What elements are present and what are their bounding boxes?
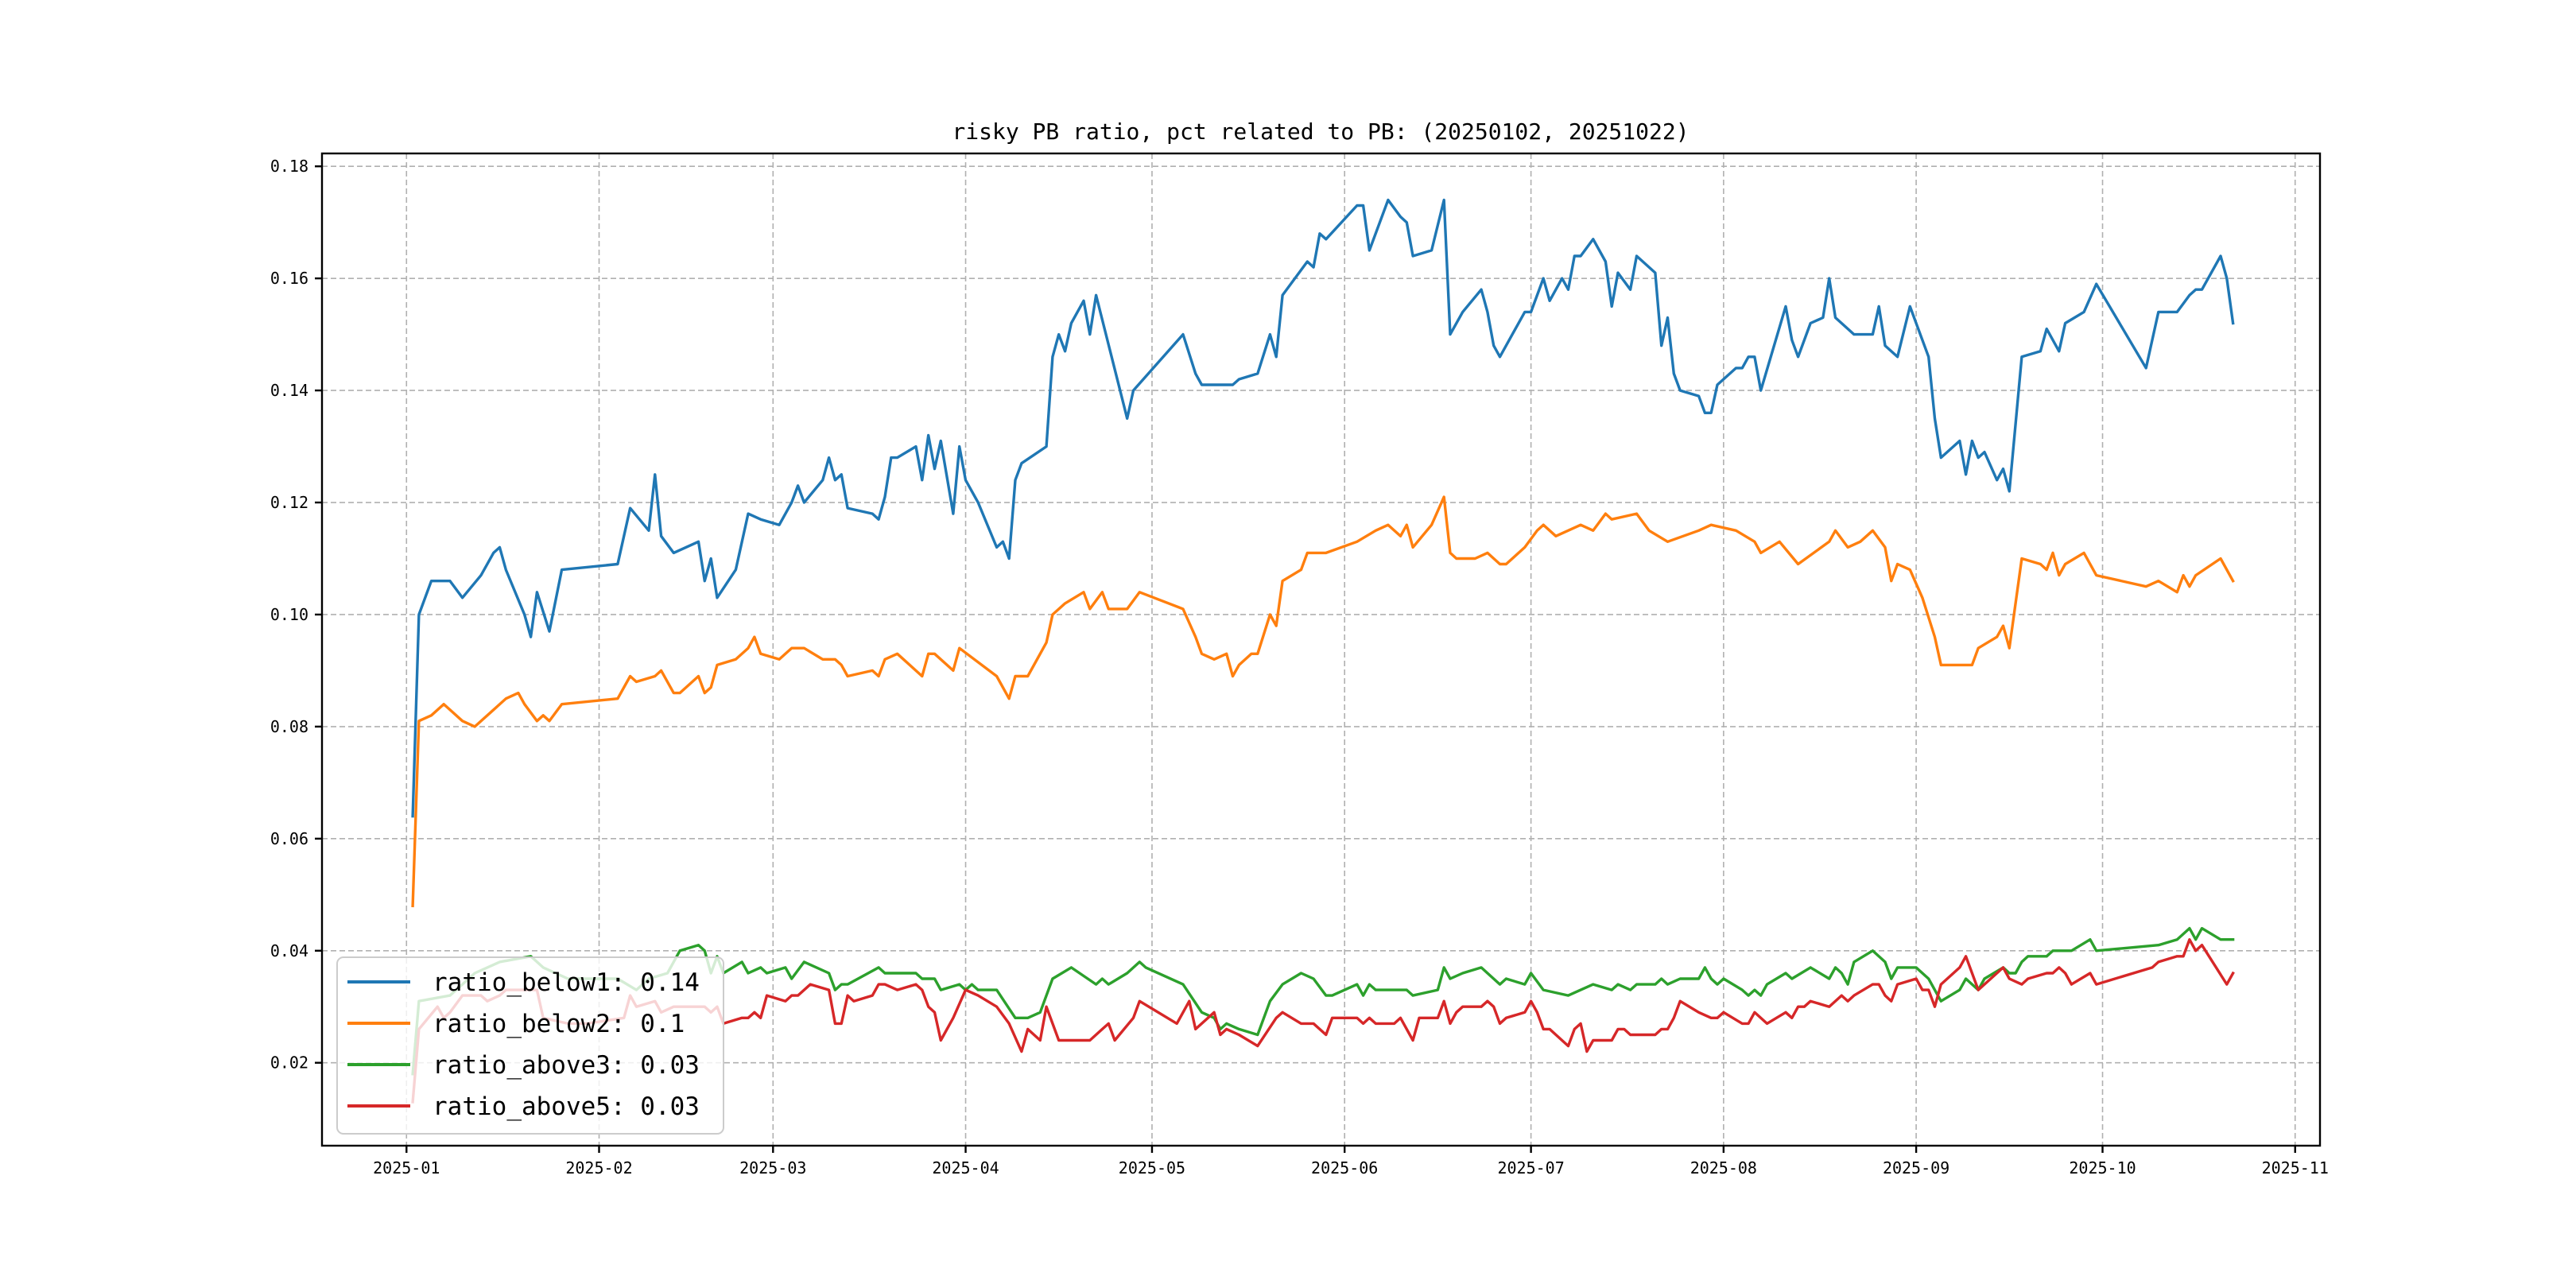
axis-ticks: 0.02 0.04 0.06 0.08 0.10 0.12 0.14 0.16 0.18 2025… [270,157,2329,1177]
legend-box [336,956,724,1135]
x-tick-label: 2025-07 [1497,1158,1564,1177]
grid-lines [322,153,2320,1146]
x-tick-label: 2025-03 [739,1158,806,1177]
axes-frame [320,152,2322,1147]
x-tick-label: 2025-11 [2262,1158,2329,1177]
y-tick-label: 0.18 [270,157,308,176]
x-tick-label: 2025-02 [565,1158,632,1177]
chart-title: risky PB ratio, pct related to PB: (2025… [952,118,1689,145]
legend-label: ratio_above5: 0.03 [433,1092,700,1121]
x-tick-label: 2025-05 [1119,1158,1185,1177]
y-tick-label: 0.06 [270,829,308,848]
legend-item-ratio-below2: ratio_below2: 0.1 [347,1010,685,1038]
x-tick-label: 2025-06 [1311,1158,1378,1177]
legend-label: ratio_below2: 0.1 [433,1010,685,1038]
legend-label: ratio_above3: 0.03 [433,1051,700,1080]
y-tick-label: 0.14 [270,381,308,400]
y-tick-label: 0.16 [270,269,308,288]
y-tick-label: 0.04 [270,941,308,960]
series-line-ratio-above5 [411,938,2235,1104]
legend-item-ratio-above5: ratio_above5: 0.03 [347,1092,700,1121]
y-tick-label: 0.08 [270,717,308,736]
y-tick-label: 0.12 [270,493,308,512]
y-tick-label: 0.02 [270,1053,308,1073]
x-tick-label: 2025-08 [1690,1158,1757,1177]
x-tick-label: 2025-09 [1883,1158,1949,1177]
x-tick-label: 2025-10 [2069,1158,2136,1177]
x-tick-label: 2025-04 [932,1158,999,1177]
series-line-ratio-below1 [411,198,2235,818]
y-tick-label: 0.10 [270,605,308,624]
legend-label: ratio_below1: 0.14 [433,968,700,997]
plot-lines [411,198,2235,1104]
x-tick-label: 2025-01 [373,1158,440,1177]
series-line-ratio-above3 [411,926,2235,1076]
series-line-ratio-below2 [411,495,2235,908]
legend-item-ratio-above3: ratio_above3: 0.03 [347,1051,700,1080]
legend-item-ratio-below1: ratio_below1: 0.14 [347,968,700,997]
legend: ratio_below1: 0.14 ratio_below2: 0.1 rat… [336,956,724,1135]
